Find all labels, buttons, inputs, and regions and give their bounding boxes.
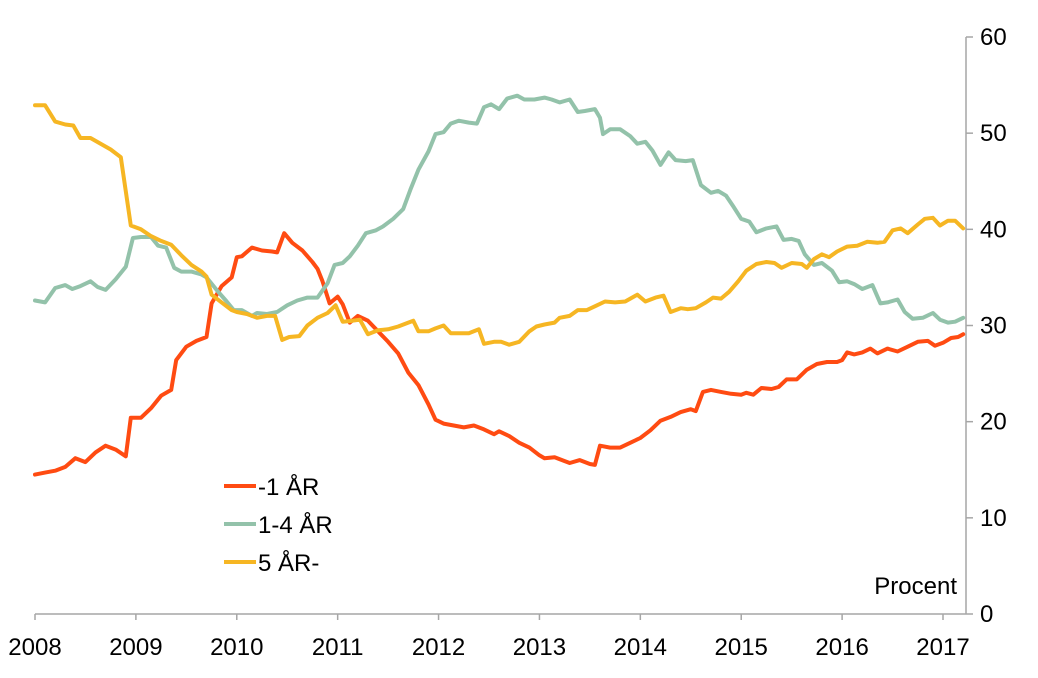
- y-tick-label: 20: [980, 409, 1007, 436]
- x-tick-label: 2010: [210, 634, 263, 661]
- y-tick-label: 30: [980, 313, 1007, 340]
- legend-label: 1-4 ÅR: [258, 511, 333, 539]
- x-tick-label: 2014: [614, 634, 667, 661]
- x-tick-label: 2008: [8, 634, 61, 661]
- legend: -1 ÅR 1-4 ÅR 5 ÅR-: [224, 473, 333, 577]
- x-tick-label: 2013: [513, 634, 566, 661]
- legend-label: 5 ÅR-: [258, 549, 319, 577]
- legend-label: -1 ÅR: [258, 473, 319, 501]
- series-layer: [33, 93, 966, 477]
- x-tick-label: 2017: [916, 634, 969, 661]
- y-axis: 0 10 20 30 40 50 60: [965, 24, 1007, 628]
- x-tick-label: 2016: [815, 634, 868, 661]
- y-tick-label: 40: [980, 216, 1007, 243]
- x-tick-label: 2011: [312, 634, 364, 661]
- x-tick-label: 2009: [109, 634, 162, 661]
- series-line-2: [33, 93, 966, 325]
- y-tick-label: 50: [980, 120, 1007, 147]
- series-line-3: [33, 103, 966, 347]
- x-tick-label: 2015: [715, 634, 768, 661]
- series-line-1: [33, 231, 966, 477]
- y-axis-unit-label: Procent: [874, 573, 957, 600]
- x-axis: 2008 2009 2010 2011 2012 2013 2014 2015 2016 2017: [8, 613, 970, 661]
- y-tick-label: 0: [980, 601, 993, 628]
- y-tick-label: 60: [980, 24, 1007, 51]
- x-tick-label: 2012: [412, 634, 465, 661]
- y-tick-label: 10: [980, 505, 1007, 532]
